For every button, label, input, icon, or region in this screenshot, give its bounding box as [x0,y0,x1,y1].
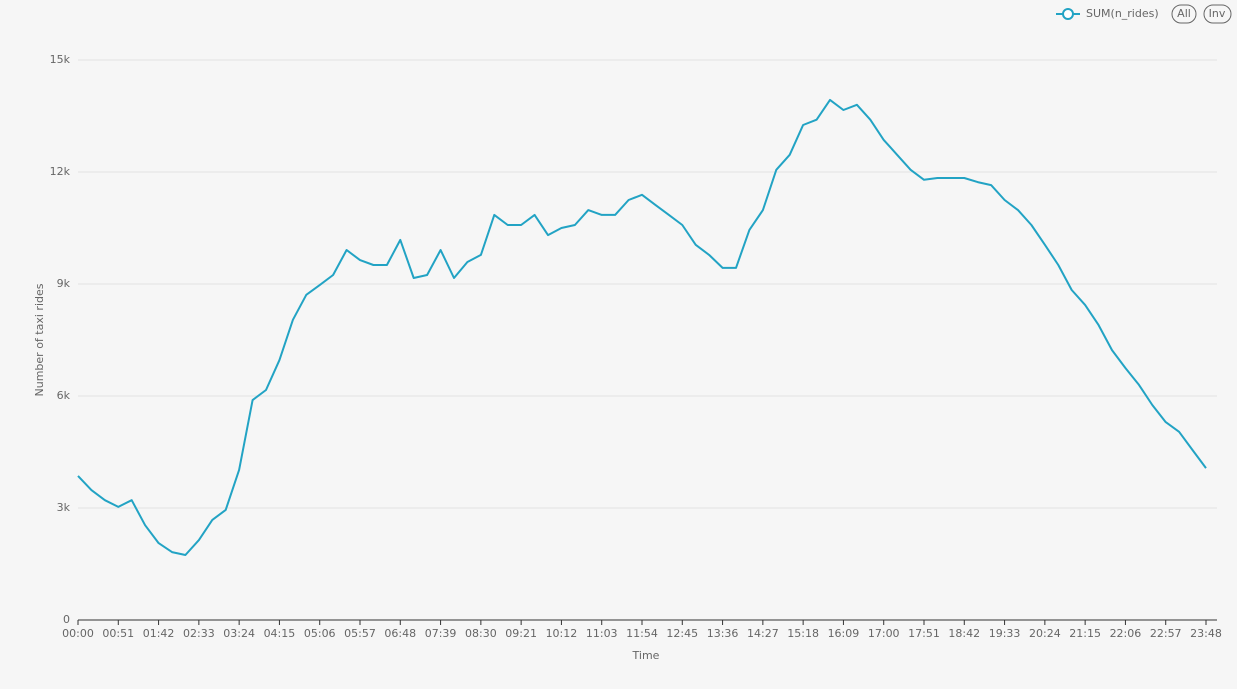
x-tick-label: 20:24 [1029,627,1061,640]
x-tick-label: 03:24 [223,627,255,640]
x-tick-label: 17:51 [908,627,940,640]
x-tick-label: 09:21 [505,627,537,640]
y-tick-label: 9k [57,277,71,290]
x-tick-label: 05:57 [344,627,376,640]
x-tick-label: 06:48 [384,627,416,640]
x-tick-label: 11:03 [586,627,618,640]
x-tick-label: 08:30 [465,627,497,640]
x-tick-label: 22:57 [1150,627,1182,640]
x-tick-label: 17:00 [868,627,900,640]
inv-button[interactable] [1203,4,1232,24]
all-button-label[interactable]: All [1177,7,1191,20]
legend-marker [1062,8,1074,20]
x-tick-label: 12:45 [666,627,698,640]
x-tick-label: 15:18 [787,627,819,640]
x-tick-label: 22:06 [1110,627,1142,640]
inv-button-label[interactable]: Inv [1209,7,1226,20]
x-axis-label: Time [632,649,660,662]
x-tick-label: 02:33 [183,627,215,640]
y-axis-label: Number of taxi rides [33,283,46,396]
x-tick-label: 23:48 [1190,627,1222,640]
x-tick-label: 11:54 [626,627,658,640]
x-tick-label: 13:36 [707,627,739,640]
x-tick-label: 04:15 [264,627,296,640]
y-tick-label: 3k [57,501,71,514]
x-tick-label: 10:12 [546,627,578,640]
x-tick-label: 00:51 [102,627,134,640]
x-tick-label: 07:39 [425,627,457,640]
x-tick-label: 05:06 [304,627,336,640]
x-tick-label: 19:33 [989,627,1021,640]
x-tick-label: 21:15 [1069,627,1101,640]
y-tick-label: 6k [57,389,71,402]
y-tick-label: 0 [63,613,70,626]
y-tick-label: 15k [50,53,71,66]
y-tick-label: 12k [50,165,71,178]
all-button[interactable] [1171,4,1197,24]
x-tick-label: 14:27 [747,627,779,640]
x-tick-label: 01:42 [143,627,175,640]
legend-label[interactable]: SUM(n_rides) [1086,7,1159,20]
data-line [77,98,1207,556]
legend: SUM(n_rides) All Inv [1056,4,1232,24]
x-tick-label: 00:00 [62,627,94,640]
x-tick-label: 16:09 [828,627,860,640]
x-tick-label: 18:42 [948,627,980,640]
